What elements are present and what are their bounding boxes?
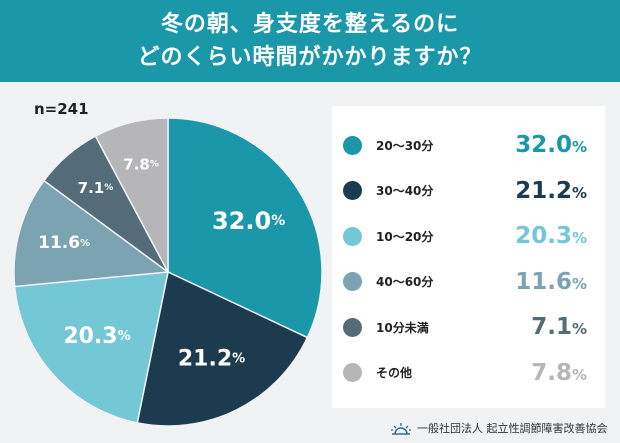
pie-data-label: 21.2% xyxy=(178,346,245,371)
pie-slice xyxy=(94,117,169,273)
title-line-1: 冬の朝、身支度を整えるのに xyxy=(160,12,460,37)
legend-value: 7.8% xyxy=(531,359,587,386)
pie-data-label: 7.8% xyxy=(123,155,159,173)
pie-data-label: 7.1% xyxy=(78,179,114,197)
pie-slice xyxy=(13,179,171,288)
pie-slice xyxy=(13,271,169,424)
legend-swatch xyxy=(343,363,362,382)
legend-swatch xyxy=(343,226,362,246)
legend-value: 32.0% xyxy=(515,132,587,158)
pie-data-label: 11.6% xyxy=(38,233,90,253)
pie-chart: 32.0% 21.2% 20.3% 11.6% 7.1% 7.8% xyxy=(13,117,323,427)
legend-swatch xyxy=(343,272,362,291)
pie-slice xyxy=(136,270,309,427)
legend-label: その他 xyxy=(376,366,413,380)
legend-label: 20〜30分 xyxy=(376,138,434,153)
legend: 20〜30分 32.0% 30〜40分 21.2% 10〜20分 20.3% 40〜60分 1… xyxy=(332,106,605,408)
legend-label: 10〜20分 xyxy=(376,229,434,244)
legend-row: 20〜30分 32.0% xyxy=(332,125,605,165)
legend-value: 11.6% xyxy=(515,268,587,295)
sunrise-logo-icon xyxy=(391,423,411,435)
legend-row: 30〜40分 21.2% xyxy=(332,171,605,211)
legend-value: 21.2% xyxy=(515,177,587,204)
legend-label: 40〜60分 xyxy=(376,275,434,289)
pie-data-label: 20.3% xyxy=(63,323,130,348)
footer: 一般社団法人 起立性調節障害改善協会 xyxy=(390,420,608,436)
pie-data-label: 32.0% xyxy=(212,207,285,235)
legend-value: 20.3% xyxy=(515,223,587,249)
footer-org: 一般社団法人 起立性調節障害改善協会 xyxy=(417,422,608,435)
legend-swatch xyxy=(343,317,362,337)
legend-swatch xyxy=(343,135,362,155)
legend-swatch xyxy=(343,181,362,200)
legend-row: 40〜60分 11.6% xyxy=(332,262,605,302)
legend-row: その他 7.8% xyxy=(332,353,605,393)
legend-label: 30〜40分 xyxy=(376,184,434,198)
legend-value: 7.1% xyxy=(531,314,587,340)
sample-size: n=241 xyxy=(34,100,89,118)
legend-row: 10〜20分 20.3% xyxy=(332,216,605,256)
legend-label: 10分未満 xyxy=(376,320,429,335)
title-line-2: どのくらい時間がかかりますか？ xyxy=(137,45,483,70)
pie-slice xyxy=(167,117,323,339)
legend-row: 10分未満 7.1% xyxy=(332,307,605,347)
chart-title: 冬の朝、身支度を整えるのに どのくらい時間がかかりますか？ xyxy=(0,0,620,82)
